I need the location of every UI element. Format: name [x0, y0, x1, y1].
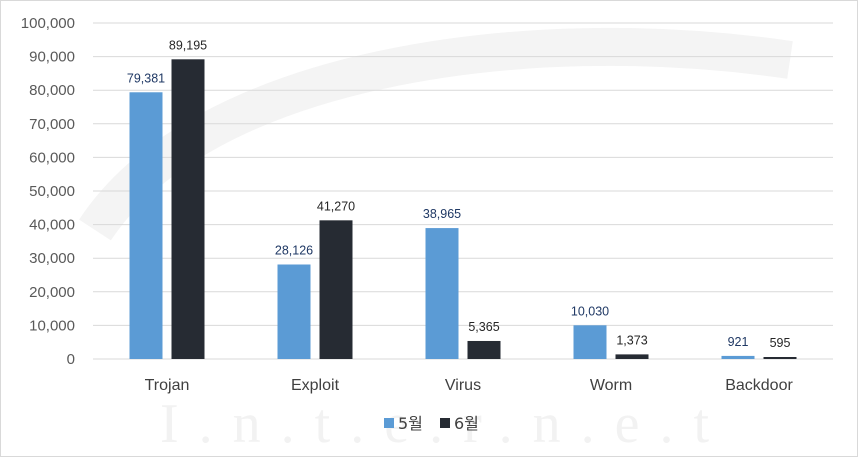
y-tick-label: 30,000: [29, 250, 75, 267]
bar-backdoor-series-0: [721, 355, 755, 359]
data-label: 38,965: [423, 207, 461, 221]
y-tick-label: 50,000: [29, 183, 75, 200]
gridlines: [93, 22, 833, 360]
legend: 5월 6월: [384, 414, 479, 433]
data-labels: 79,381 89,195 28,126 41,270 38,965 5,365 10,03…: [127, 38, 791, 350]
bar-worm-series-0: [573, 325, 607, 359]
data-label: 10,030: [571, 304, 609, 318]
y-axis-tick-labels: 0 10,000 20,000 30,000 40,000 50,000 60,000 70,…: [21, 15, 75, 368]
y-tick-label: 60,000: [29, 149, 75, 166]
data-label: 921: [728, 335, 749, 349]
bars: [129, 59, 797, 359]
y-tick-label: 90,000: [29, 49, 75, 66]
data-label: 595: [770, 336, 791, 350]
data-label: 5,365: [468, 320, 499, 334]
legend-label: 6월: [454, 414, 479, 433]
bar-backdoor-series-1: [763, 357, 797, 359]
y-tick-label: 20,000: [29, 284, 75, 301]
y-tick-label: 10,000: [29, 317, 75, 334]
bar-exploit-series-0: [277, 264, 311, 359]
bar-virus-series-0: [425, 228, 459, 359]
legend-label: 5월: [398, 414, 423, 433]
x-tick-label: Worm: [590, 377, 632, 394]
legend-swatch: [384, 418, 394, 428]
y-tick-label: 40,000: [29, 217, 75, 234]
bar-virus-series-1: [467, 340, 501, 359]
watermark-text: I.n.t.e.r.n.e.t: [160, 393, 729, 455]
y-tick-label: 0: [67, 351, 75, 368]
x-tick-label: Exploit: [291, 377, 340, 394]
x-tick-label: Trojan: [145, 377, 190, 394]
bar-exploit-series-1: [319, 220, 353, 359]
data-label: 79,381: [127, 71, 165, 85]
data-label: 41,270: [317, 199, 355, 213]
x-axis-tick-labels: Trojan Exploit Virus Worm Backdoor: [145, 377, 794, 394]
data-label: 89,195: [169, 38, 207, 52]
bar-worm-series-1: [615, 354, 649, 359]
x-tick-label: Backdoor: [725, 377, 793, 394]
legend-swatch: [440, 418, 450, 428]
x-tick-label: Virus: [445, 377, 481, 394]
y-tick-label: 100,000: [21, 15, 75, 32]
bar-trojan-series-1: [171, 59, 205, 359]
y-tick-label: 80,000: [29, 82, 75, 99]
data-label: 28,126: [275, 243, 313, 257]
bar-trojan-series-0: [129, 92, 163, 359]
data-label: 1,373: [616, 333, 647, 347]
y-tick-label: 70,000: [29, 116, 75, 133]
